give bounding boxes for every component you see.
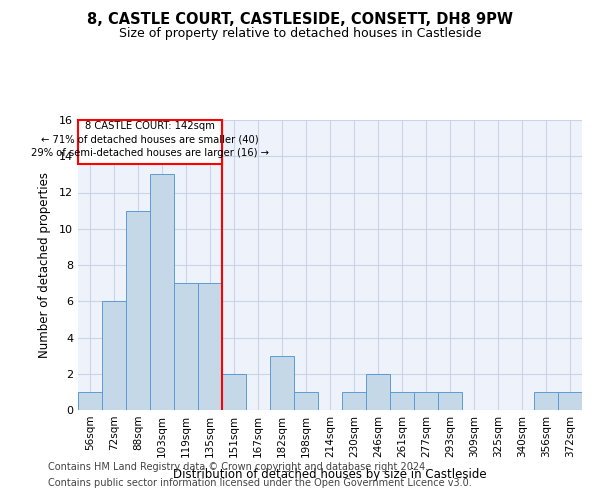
Bar [558, 392, 582, 410]
Bar [126, 210, 150, 410]
Bar [534, 392, 558, 410]
Bar [270, 356, 294, 410]
Text: ← 71% of detached houses are smaller (40): ← 71% of detached houses are smaller (40… [41, 134, 259, 144]
Bar [198, 283, 222, 410]
Y-axis label: Number of detached properties: Number of detached properties [38, 172, 50, 358]
Text: Size of property relative to detached houses in Castleside: Size of property relative to detached ho… [119, 28, 481, 40]
Bar [102, 301, 126, 410]
Bar [366, 374, 390, 410]
Bar [390, 392, 414, 410]
Bar [294, 392, 318, 410]
Text: 8, CASTLE COURT, CASTLESIDE, CONSETT, DH8 9PW: 8, CASTLE COURT, CASTLESIDE, CONSETT, DH… [87, 12, 513, 28]
FancyBboxPatch shape [78, 120, 222, 164]
Bar [342, 392, 366, 410]
Text: Contains HM Land Registry data © Crown copyright and database right 2024.: Contains HM Land Registry data © Crown c… [48, 462, 428, 472]
Bar [78, 392, 102, 410]
Text: Contains public sector information licensed under the Open Government Licence v3: Contains public sector information licen… [48, 478, 472, 488]
Text: 8 CASTLE COURT: 142sqm: 8 CASTLE COURT: 142sqm [85, 122, 215, 132]
Bar [222, 374, 246, 410]
Bar [438, 392, 462, 410]
Text: 29% of semi-detached houses are larger (16) →: 29% of semi-detached houses are larger (… [31, 148, 269, 158]
Bar [150, 174, 174, 410]
X-axis label: Distribution of detached houses by size in Castleside: Distribution of detached houses by size … [173, 468, 487, 481]
Bar [174, 283, 198, 410]
Bar [414, 392, 438, 410]
